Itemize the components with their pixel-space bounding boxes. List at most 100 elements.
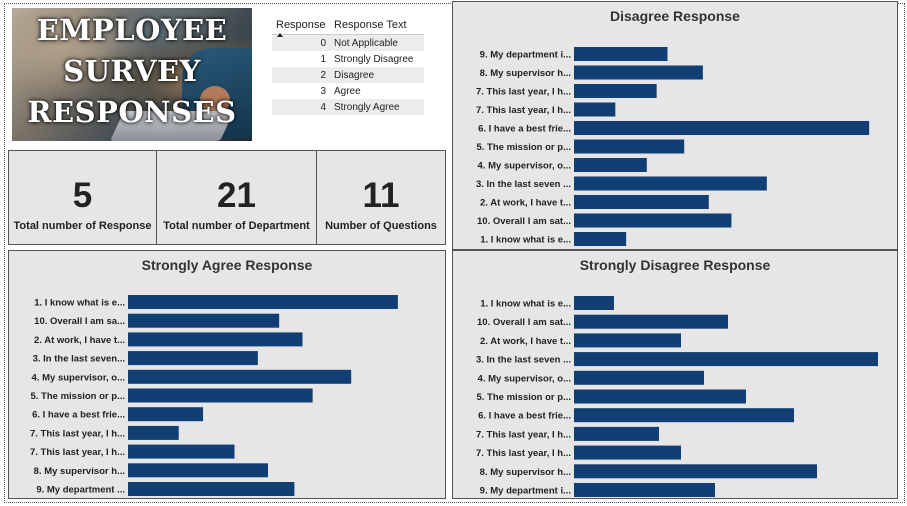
kpi-card-responses: 5 Total number of Response (8, 150, 157, 245)
category-label: 9. My department i... (480, 486, 571, 497)
category-label: 2. At work, I have t... (34, 335, 125, 346)
table-row: 4 Strongly Agree (272, 99, 424, 115)
category-label: 4. My supervisor, o... (478, 161, 571, 172)
bar[interactable] (128, 351, 258, 366)
column-header-response-text[interactable]: Response Text (334, 19, 407, 31)
banner-image: EMPLOYEE SURVEY RESPONSES (12, 8, 252, 141)
kpi-label: Total number of Department (163, 220, 310, 232)
bar[interactable] (574, 389, 746, 404)
bar[interactable] (574, 370, 704, 385)
category-label: 6. I have a best frie... (478, 124, 571, 135)
bar[interactable] (574, 296, 614, 310)
category-label: 7. This last year, I h... (476, 448, 571, 459)
bar[interactable] (574, 176, 767, 191)
bar[interactable] (128, 388, 313, 403)
bar[interactable] (574, 314, 728, 329)
strongly-disagree-bar-chart: 1. I know what is e... 10. Overall I am s… (476, 296, 878, 497)
response-code: 1 (320, 53, 326, 65)
bar[interactable] (574, 352, 878, 367)
response-code: 2 (320, 69, 326, 81)
kpi-label: Total number of Response (13, 220, 152, 232)
bar[interactable] (574, 102, 616, 117)
category-label: 6. I have a best frie... (32, 410, 125, 421)
category-label: 8. My supervisor h... (34, 466, 125, 477)
bar[interactable] (128, 295, 398, 309)
column-header-response[interactable]: Response (272, 19, 332, 37)
bar[interactable] (574, 47, 668, 61)
kpi-card-questions: 11 Number of Questions (316, 150, 446, 245)
bar[interactable] (574, 84, 657, 98)
legend-table-body: 0 Not Applicable 1 Strongly Disagree 2 Disa… (272, 35, 424, 115)
disagree-chart-panel[interactable]: Disagree Response 9. My department i... 8… (452, 1, 898, 250)
bar[interactable] (128, 332, 303, 347)
category-label: 2. At work, I have t... (480, 198, 571, 209)
bar[interactable] (574, 139, 685, 154)
bar[interactable] (574, 408, 794, 423)
bar[interactable] (574, 158, 647, 172)
bar[interactable] (574, 213, 732, 228)
chart-title: Disagree Response (610, 8, 740, 24)
banner-title-line: RESPONSES (27, 95, 237, 129)
category-label: 10. Overall I am sat... (477, 216, 571, 227)
bar[interactable] (574, 483, 715, 497)
category-label: 6. I have a best frie... (478, 411, 571, 422)
bar[interactable] (574, 195, 709, 209)
category-label: 7. This last year, I h... (476, 87, 571, 98)
category-label: 1. I know what is e... (480, 299, 571, 310)
category-label: 1. I know what is e... (34, 298, 125, 309)
category-label: 3. In the last seven... (33, 354, 125, 365)
category-label: 7. This last year, I h... (30, 428, 125, 439)
response-text: Not Applicable (334, 37, 398, 49)
table-row: 0 Not Applicable (272, 35, 424, 51)
bar[interactable] (128, 369, 352, 384)
category-label: 2. At work, I have t... (480, 336, 571, 347)
disagree-bar-chart: 9. My department i... 8. My supervisor h.… (476, 47, 870, 246)
bar[interactable] (128, 463, 269, 478)
category-label: 3. In the last seven ... (476, 355, 571, 366)
response-text: Disagree (334, 69, 375, 81)
category-label: 5. The mission or p... (31, 391, 126, 402)
category-label: 4. My supervisor, o... (32, 372, 125, 383)
chart-title: Strongly Agree Response (141, 257, 313, 273)
banner-title-line: SURVEY (63, 54, 201, 88)
response-code: 0 (320, 37, 326, 49)
banner-title-line: EMPLOYEE (36, 13, 228, 47)
bar[interactable] (128, 313, 280, 328)
bar[interactable] (128, 407, 204, 422)
bar[interactable] (574, 121, 870, 135)
category-label: 8. My supervisor h... (480, 467, 571, 478)
category-label: 7. This last year, I h... (476, 105, 571, 116)
category-label: 1. I know what is e... (480, 235, 571, 246)
bar[interactable] (574, 232, 627, 246)
response-code: 4 (320, 101, 326, 113)
banner-hand-shape (200, 86, 230, 114)
category-label: 10. Overall I am sa... (34, 316, 125, 327)
table-row: 2 Disagree (272, 67, 424, 83)
category-label: 9. My department i... (480, 50, 571, 61)
bar[interactable] (128, 482, 295, 496)
bar[interactable] (128, 444, 235, 459)
strongly-agree-chart-panel[interactable]: Strongly Agree Response 1. I know what i… (8, 250, 446, 499)
bar[interactable] (574, 445, 681, 460)
category-label: 7. This last year, I h... (30, 447, 125, 458)
bar[interactable] (574, 333, 681, 348)
bar[interactable] (128, 425, 179, 440)
strongly-disagree-chart-panel[interactable]: Strongly Disagree Response 1. I know wha… (452, 250, 898, 499)
category-label: 4. My supervisor, o... (478, 373, 571, 384)
bar[interactable] (574, 65, 703, 80)
table-row: 1 Strongly Disagree (272, 51, 424, 67)
bar[interactable] (574, 426, 659, 441)
bar[interactable] (574, 464, 817, 479)
kpi-value: 21 (217, 176, 256, 215)
category-label: 5. The mission or p... (477, 142, 572, 153)
category-label: 5. The mission or p... (477, 392, 572, 403)
chart-title: Strongly Disagree Response (579, 257, 771, 273)
strongly-agree-bar-chart: 1. I know what is e... 10. Overall I am s… (30, 295, 398, 496)
response-text: Strongly Agree (334, 101, 400, 113)
category-label: 8. My supervisor h... (480, 68, 571, 79)
kpi-value: 11 (362, 176, 400, 215)
table-row: 3 Agree (272, 83, 424, 99)
category-label: 7. This last year, I h... (476, 429, 571, 440)
banner-title: EMPLOYEE SURVEY RESPONSES (12, 10, 252, 133)
legend-table-header: Response Response Text (272, 16, 424, 37)
